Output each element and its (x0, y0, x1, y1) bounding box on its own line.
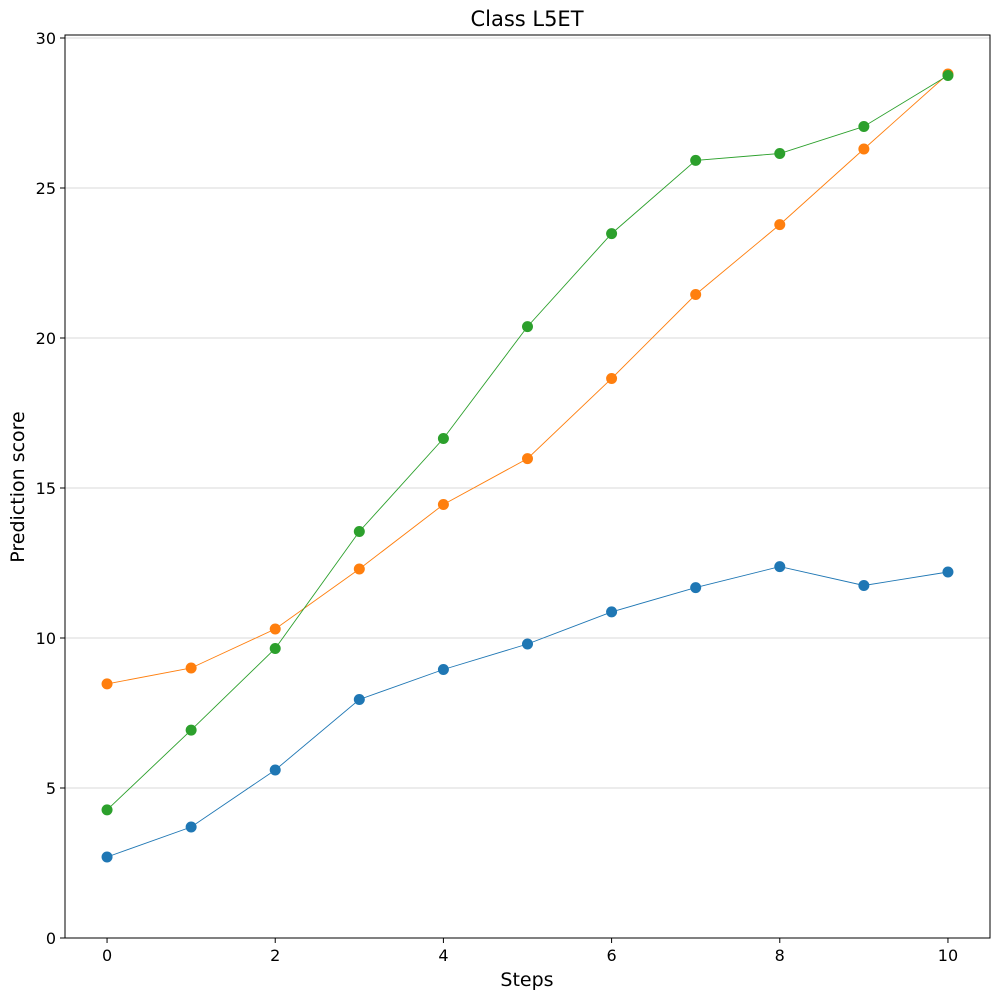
series-1-point (774, 561, 786, 573)
series-2-point (437, 499, 449, 510)
series-2-point (774, 219, 786, 231)
series-1-point (185, 821, 197, 833)
y-tick-label: 5 (46, 779, 56, 798)
series-3-point (522, 321, 533, 333)
series-3-point (858, 121, 870, 132)
series-3-point (185, 724, 197, 736)
series-layer (101, 68, 954, 863)
plot-frame (64, 34, 991, 939)
series-1-point (942, 566, 954, 578)
series-3-point (269, 643, 281, 654)
series-1-point (101, 851, 113, 863)
series-1-point (353, 694, 365, 705)
series-3-point (437, 433, 449, 444)
series-3-point (942, 70, 954, 81)
y-axis-title: Prediction score (7, 411, 29, 562)
y-tick-label: 0 (46, 929, 56, 948)
series-3-point (690, 154, 702, 166)
chart-title: Class L5ET (470, 7, 583, 31)
series-2-point (606, 373, 618, 384)
series-2-point (101, 678, 113, 690)
series-1-point (858, 580, 870, 591)
series-1-point (606, 606, 618, 618)
series-3-point (606, 228, 618, 240)
y-tick-label: 15 (36, 479, 56, 498)
y-tick-label: 10 (36, 629, 56, 648)
series-3-point (353, 526, 365, 537)
series-2-point (269, 623, 281, 635)
series-2-point (522, 453, 533, 465)
series-1-point (522, 638, 533, 650)
x-tick-label: 2 (270, 946, 280, 965)
series-2-point (353, 563, 365, 575)
series-3-point (774, 148, 786, 159)
y-tick-label: 25 (36, 179, 56, 198)
x-tick-label: 10 (938, 946, 958, 965)
series-3-point (101, 804, 113, 816)
x-tick-label: 0 (102, 946, 112, 965)
series-2-point (690, 289, 702, 300)
y-tick-label: 30 (36, 29, 56, 48)
series-1-point (690, 582, 702, 594)
series-2-point (185, 662, 197, 674)
x-tick-label: 8 (775, 946, 785, 965)
x-tick-label: 4 (438, 946, 448, 965)
series-1-point (437, 664, 449, 675)
series-2 (101, 68, 954, 690)
series-1 (101, 561, 954, 863)
axes-layer: 0 5 10 15 20 25 30 0 2 4 6 8 10 (36, 29, 958, 965)
x-axis-title: Steps (500, 969, 553, 991)
grid-lines (65, 37, 990, 789)
series-2-point (858, 143, 870, 155)
y-tick-label: 20 (36, 329, 56, 348)
series-3 (101, 70, 954, 816)
x-tick-label: 6 (606, 946, 616, 965)
series-1-point (269, 764, 281, 776)
